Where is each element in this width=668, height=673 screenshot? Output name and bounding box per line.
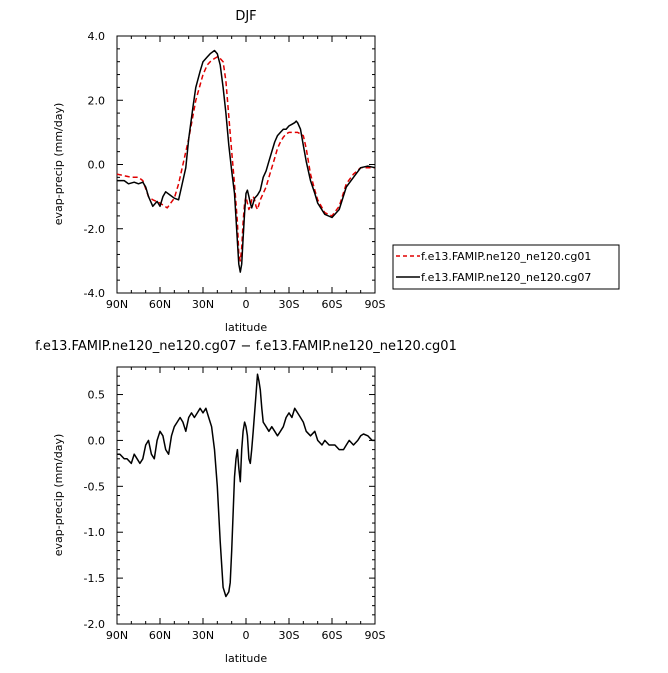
- x-axis-label: latitude: [225, 652, 267, 665]
- series-lines: [116, 49, 376, 273]
- axis-ticks: 90N 60N 30N 0 30S 60S 90S -2.0 -1.5 -1.0 -0.5 0.0 0.…: [84, 366, 386, 642]
- x-tick-label: 90S: [365, 298, 386, 311]
- series-line-0: [116, 56, 375, 262]
- legend-box: [392, 244, 620, 290]
- chart-title-difference: f.e13.FAMIP.ne120_ne120.cg07 − f.e13.FAM…: [35, 339, 457, 354]
- y-tick-label: -2.0: [84, 618, 105, 631]
- series-line-0: [117, 373, 375, 598]
- y-tick-label: -2.0: [84, 223, 105, 236]
- y-tick-label: 0.0: [88, 159, 106, 172]
- chart-title-djf: DJF: [235, 9, 256, 24]
- legend-label-cg07: f.e13.FAMIP.ne120_ne120.cg07: [421, 271, 591, 284]
- y-axis-label: evap-precip (mm/day): [52, 103, 65, 226]
- y-tick-label: 0.5: [88, 389, 106, 402]
- x-tick-label: 0: [243, 298, 250, 311]
- series-line-1: [117, 49, 376, 273]
- chart-djf: DJF 90N 60N 30N 0 30S 60S 90S -4.0 -2.0 0.0 2.0 4.0…: [52, 9, 620, 334]
- y-tick-label: -1.5: [84, 572, 105, 585]
- plot-area-frame: [116, 366, 376, 625]
- series-lines: [117, 373, 375, 598]
- x-tick-label: 30S: [279, 629, 300, 642]
- x-tick-label: 0: [243, 629, 250, 642]
- x-tick-label: 30N: [192, 629, 214, 642]
- x-tick-label: 30N: [192, 298, 214, 311]
- x-tick-label: 30S: [279, 298, 300, 311]
- y-axis-label: evap-precip (mm/day): [52, 434, 65, 557]
- plot-area-frame: [116, 35, 376, 294]
- y-tick-label: 0.0: [88, 434, 106, 447]
- y-tick-label: -1.0: [84, 526, 105, 539]
- x-axis-label: latitude: [225, 321, 267, 334]
- x-tick-label: 90N: [106, 629, 128, 642]
- axis-ticks: 90N 60N 30N 0 30S 60S 90S -4.0 -2.0 0.0 2.0 4.0: [84, 30, 386, 311]
- y-tick-label: 4.0: [88, 30, 106, 43]
- chart-difference: f.e13.FAMIP.ne120_ne120.cg07 − f.e13.FAM…: [35, 339, 457, 665]
- x-tick-label: 90S: [365, 629, 386, 642]
- y-tick-label: -4.0: [84, 287, 105, 300]
- x-tick-label: 60N: [149, 298, 171, 311]
- legend-label-cg01: f.e13.FAMIP.ne120_ne120.cg01: [421, 250, 591, 263]
- x-tick-label: 60S: [322, 298, 343, 311]
- x-tick-label: 60S: [322, 629, 343, 642]
- y-tick-label: 2.0: [88, 94, 106, 107]
- y-tick-label: -0.5: [84, 480, 105, 493]
- legend: f.e13.FAMIP.ne120_ne120.cg01 f.e13.FAMIP…: [392, 244, 620, 290]
- x-tick-label: 90N: [106, 298, 128, 311]
- x-tick-label: 60N: [149, 629, 171, 642]
